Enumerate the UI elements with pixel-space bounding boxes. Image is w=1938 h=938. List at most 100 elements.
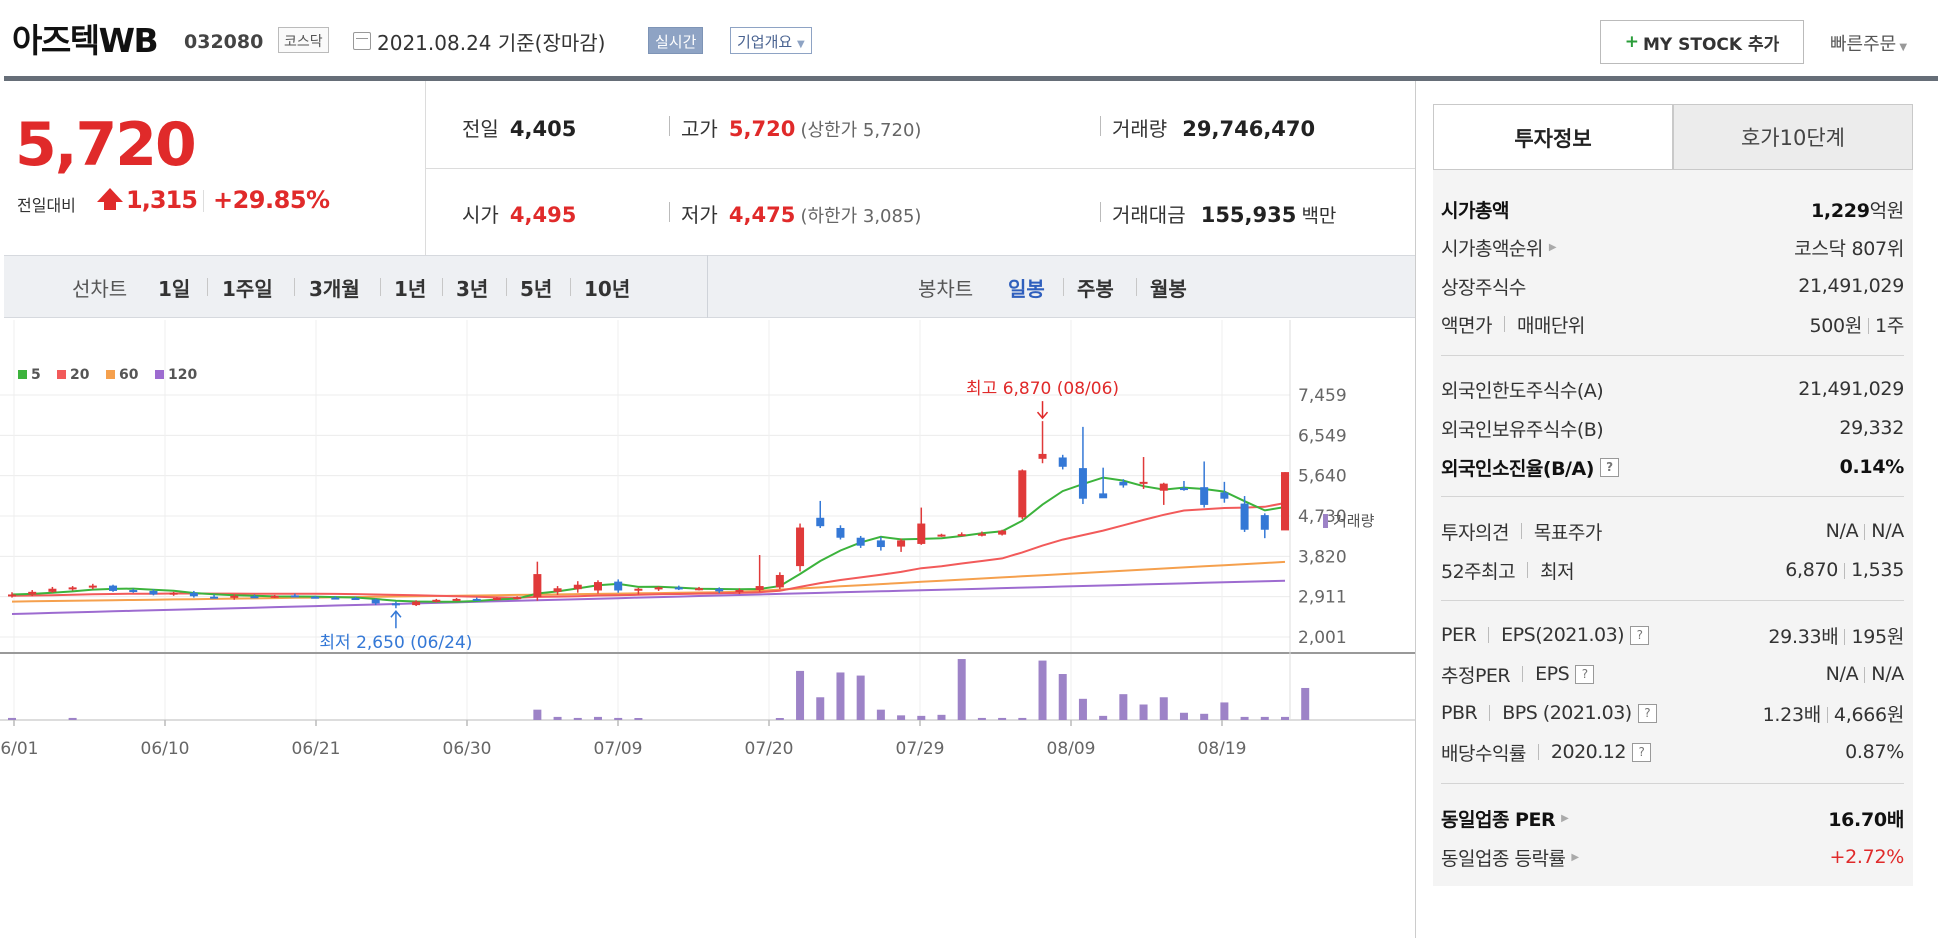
x-tick-label: 08/09 [1047,739,1096,759]
x-tick-label: 08/19 [1198,739,1247,759]
x-tick-label: 07/29 [896,739,945,759]
volume-bar [1220,702,1229,720]
candle-body [553,588,562,592]
volume-bar [634,718,643,720]
help-icon[interactable]: ? [1575,664,1595,684]
volume-bar [68,717,77,720]
divider [207,278,208,296]
period-1d[interactable]: 1일 [158,277,191,301]
legend-swatch [155,370,164,379]
amount-label: 거래대금 [1112,203,1186,227]
row-foreign-limit: 외국인한도주식수(A) 21,491,029 [1441,374,1904,404]
candle-body [210,596,219,599]
divider [570,278,571,296]
help-icon[interactable]: ? [1630,625,1650,645]
market-cap-rank-label: 시가총액순위 [1441,237,1543,260]
row-industry-per[interactable]: 동일업종 PER ▶ 16.70배 [1441,803,1904,833]
divider [1489,705,1491,721]
est-per-label: 추정PER [1441,664,1511,687]
divider [1864,666,1866,683]
foreign-ratio-label: 외국인소진율(B/A) [1441,457,1594,480]
company-overview-dropdown[interactable]: 기업개요 ▼ [730,27,812,54]
volume-bar [553,716,562,720]
divider [1441,355,1904,356]
candle-body [1078,468,1087,499]
dividend-value: 0.87% [1845,741,1904,763]
week52-high-value: 6,870 [1785,559,1839,581]
candle-body [876,540,885,548]
candle-body [432,599,441,602]
est-per-value: N/A [1825,663,1859,685]
candle-monthly[interactable]: 월봉 [1150,277,1187,301]
volume-bar [1281,716,1289,720]
quote-low: 저가 4,475 (하한가 3,085) [681,199,921,228]
divider [426,168,1415,169]
help-icon[interactable]: ? [1599,457,1619,477]
per-label: PER [1441,624,1477,646]
base-date: 2021.08.24 기준(장마감) [377,31,606,55]
candle-body [614,581,623,591]
divider [1415,81,1416,938]
volume-bar [1058,674,1067,720]
prev-label: 전일 [462,117,499,141]
period-5y[interactable]: 5년 [520,277,553,301]
row-dividend: 배당수익률 2020.12? 0.87% [1441,737,1904,767]
period-1y[interactable]: 1년 [394,277,427,301]
stock-code: 032080 [184,31,264,53]
divider [1441,783,1904,784]
quote-amount: 거래대금 155,935 백만 [1112,199,1336,228]
candle-weekly[interactable]: 주봉 [1077,277,1114,301]
candle-body [230,595,239,598]
stock-chart[interactable]: 5 20 60 120 7,459 6,549 5,640 4,730 3,820 2,911 2,… [0,320,1415,938]
candle-daily[interactable]: 일봉 [1008,277,1045,301]
tab-invest-info[interactable]: 투자정보 [1433,104,1673,170]
calendar-icon [353,32,371,50]
candle-body [998,530,1007,535]
divider [1136,278,1137,296]
par-value-label: 액면가 [1441,314,1492,337]
row-listed-shares: 상장주식수 21,491,029 [1441,271,1904,301]
candle-body [270,595,279,598]
realtime-button[interactable]: 실시간 [648,27,704,54]
divider [1441,496,1904,497]
tab-underline [1433,169,1913,170]
add-my-stock-button[interactable]: + MY STOCK 추가 [1600,20,1804,64]
divider [1527,562,1529,578]
divider [506,278,507,296]
x-tick-label: 06/01 [0,739,39,759]
row-market-cap-rank[interactable]: 시가총액순위 ▶ 코스닥 807위 [1441,232,1904,262]
candle-body [1058,457,1067,467]
help-icon[interactable]: ? [1637,703,1657,723]
divider [1522,666,1524,682]
candle-body [351,598,360,601]
candle-body [816,517,825,527]
quote-high: 고가 5,720 (상한가 5,720) [681,113,921,142]
caret-right-icon: ▶ [1571,851,1579,863]
opinion-value: N/A [1825,520,1859,542]
candle-body [311,596,320,599]
period-10y[interactable]: 10년 [584,277,631,301]
plus-icon: + [1624,32,1639,52]
company-overview-label: 기업개요 [737,33,793,51]
period-3m[interactable]: 3개월 [309,277,360,301]
quote-prev: 전일 4,405 [462,113,576,142]
par-value: 500원 [1809,314,1863,337]
period-1w[interactable]: 1주일 [222,277,273,301]
prev-value: 4,405 [509,117,577,141]
period-3y[interactable]: 3년 [456,277,489,301]
legend-label: 20 [70,367,90,383]
candle-body [775,574,784,588]
divider [1488,627,1490,643]
tab-order-book[interactable]: 호가10단계 [1673,104,1913,170]
y-tick-label: 7,459 [1298,386,1347,406]
row-industry-change[interactable]: 동일업종 등락률 ▶ +2.72% [1441,842,1904,872]
volume-bar [796,670,805,720]
quick-order-button[interactable]: 빠른주문 ▼ [1830,30,1907,56]
foreign-holding-label: 외국인보유주식수(B) [1441,418,1604,441]
row-opinion: 투자의견 목표주가 N/A N/A [1441,516,1904,546]
volume-bar [876,709,885,720]
divider [1441,600,1904,601]
price-diff: 1,315 [126,186,198,214]
help-icon[interactable]: ? [1631,742,1651,762]
candle-body [856,537,865,546]
